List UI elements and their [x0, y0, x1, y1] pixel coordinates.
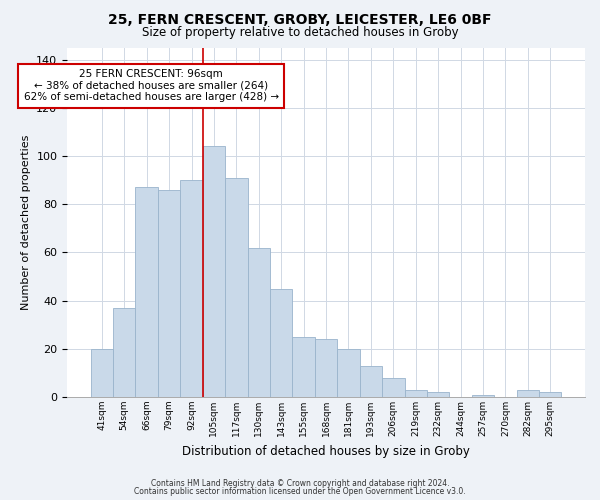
Bar [292, 337, 315, 397]
Bar [248, 248, 270, 397]
Bar [427, 392, 449, 397]
Bar [472, 394, 494, 397]
Bar [91, 349, 113, 397]
Bar [359, 366, 382, 397]
Bar [181, 180, 203, 397]
Bar [404, 390, 427, 397]
Bar [113, 308, 136, 397]
Text: Contains public sector information licensed under the Open Government Licence v3: Contains public sector information licen… [134, 487, 466, 496]
Bar [203, 146, 225, 397]
Text: 25, FERN CRESCENT, GROBY, LEICESTER, LE6 0BF: 25, FERN CRESCENT, GROBY, LEICESTER, LE6… [108, 12, 492, 26]
Text: 25 FERN CRESCENT: 96sqm
← 38% of detached houses are smaller (264)
62% of semi-d: 25 FERN CRESCENT: 96sqm ← 38% of detache… [23, 69, 279, 102]
Bar [337, 349, 359, 397]
Y-axis label: Number of detached properties: Number of detached properties [20, 134, 31, 310]
Bar [539, 392, 562, 397]
Text: Size of property relative to detached houses in Groby: Size of property relative to detached ho… [142, 26, 458, 39]
Bar [136, 188, 158, 397]
Bar [315, 339, 337, 397]
Bar [382, 378, 404, 397]
Bar [225, 178, 248, 397]
Bar [517, 390, 539, 397]
X-axis label: Distribution of detached houses by size in Groby: Distribution of detached houses by size … [182, 444, 470, 458]
Bar [270, 288, 292, 397]
Text: Contains HM Land Registry data © Crown copyright and database right 2024.: Contains HM Land Registry data © Crown c… [151, 478, 449, 488]
Bar [158, 190, 181, 397]
